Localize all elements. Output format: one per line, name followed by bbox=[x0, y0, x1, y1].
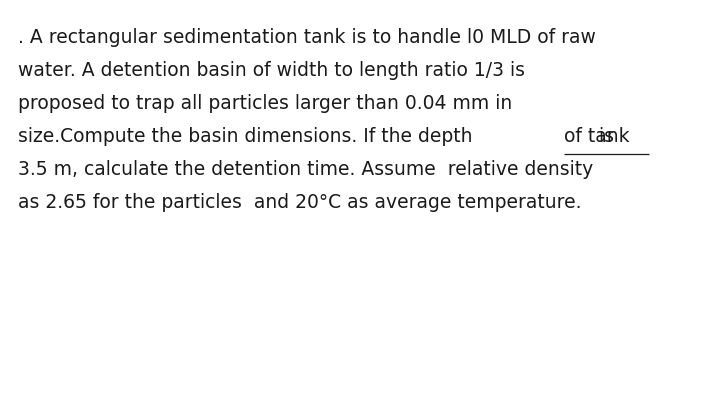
Text: is: is bbox=[593, 127, 614, 146]
Text: water. A detention basin of width to length ratio 1/3 is: water. A detention basin of width to len… bbox=[18, 61, 525, 80]
Text: as 2.65 for the particles  and 20°C as average temperature.: as 2.65 for the particles and 20°C as av… bbox=[18, 193, 582, 212]
Text: . A rectangular sedimentation tank is to handle l0 MLD of raw: . A rectangular sedimentation tank is to… bbox=[18, 28, 596, 47]
Text: proposed to trap all particles larger than 0.04 mm in: proposed to trap all particles larger th… bbox=[18, 94, 512, 113]
Text: of tank: of tank bbox=[564, 127, 630, 146]
Text: size.Compute the basin dimensions. If the depth: size.Compute the basin dimensions. If th… bbox=[18, 127, 479, 146]
Text: 3.5 m, calculate the detention time. Assume  relative density: 3.5 m, calculate the detention time. Ass… bbox=[18, 160, 593, 179]
